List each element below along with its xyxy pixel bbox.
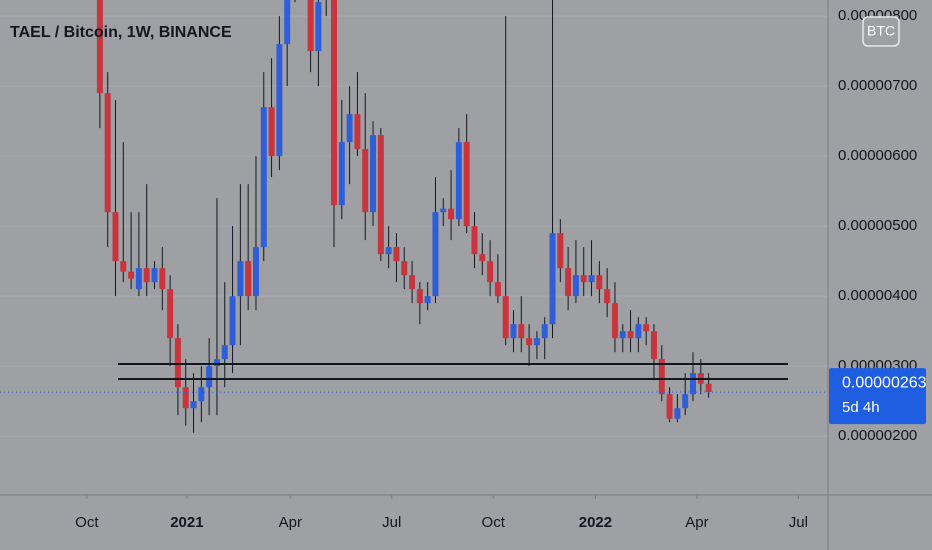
candle-body bbox=[213, 359, 220, 367]
last-price-label: 0.00000263 bbox=[842, 374, 927, 391]
candle-body bbox=[198, 387, 205, 402]
candle-body bbox=[596, 275, 603, 290]
candle-body bbox=[190, 401, 197, 409]
y-tick-label: 0.00000700 bbox=[838, 77, 917, 94]
candle-body bbox=[338, 142, 345, 206]
countdown-label: 5d 4h bbox=[842, 399, 880, 416]
candle-body bbox=[307, 0, 314, 52]
candle-body bbox=[643, 324, 650, 332]
x-tick-label: Apr bbox=[279, 514, 302, 531]
y-tick-label: 0.00000400 bbox=[838, 287, 917, 304]
candle-body bbox=[682, 394, 689, 409]
axes: 0.000002000.000003000.000004000.00000500… bbox=[75, 7, 917, 531]
candle-body bbox=[541, 324, 548, 339]
x-tick-label: Oct bbox=[482, 514, 506, 531]
candle-body bbox=[206, 366, 213, 388]
candle-body bbox=[526, 338, 533, 346]
candle-body bbox=[627, 331, 634, 339]
candle-body bbox=[510, 324, 517, 339]
y-tick-label: 0.00000500 bbox=[838, 217, 917, 234]
candle-body bbox=[705, 383, 712, 393]
candle-body bbox=[611, 303, 618, 339]
candle-body bbox=[487, 261, 494, 283]
candle-body bbox=[268, 107, 275, 157]
candle-body bbox=[96, 0, 103, 94]
x-tick-label: 2021 bbox=[170, 514, 203, 531]
candle-body bbox=[479, 254, 486, 262]
candle-body bbox=[588, 275, 595, 283]
candle-body bbox=[237, 261, 244, 297]
candle-body bbox=[167, 289, 174, 339]
candle-body bbox=[580, 275, 587, 283]
candle-body bbox=[635, 324, 642, 339]
candle-body bbox=[260, 107, 267, 248]
candle-body bbox=[284, 0, 291, 45]
candle-body bbox=[572, 275, 579, 297]
candle-body bbox=[604, 289, 611, 304]
candle-body bbox=[424, 296, 431, 304]
y-tick-label: 0.00000600 bbox=[838, 147, 917, 164]
candle-body bbox=[494, 282, 501, 297]
grid bbox=[0, 15, 828, 437]
candle-body bbox=[104, 93, 111, 213]
candle-body bbox=[448, 208, 455, 220]
candle-body bbox=[354, 114, 361, 150]
candle-body bbox=[315, 2, 322, 52]
candle-body bbox=[120, 261, 127, 272]
currency-badge-label: BTC bbox=[867, 23, 895, 39]
candles bbox=[96, 0, 712, 433]
candle-body bbox=[128, 271, 135, 279]
candle-body bbox=[112, 212, 119, 262]
candle-body bbox=[252, 247, 259, 297]
candle-body bbox=[565, 268, 572, 297]
candle-body bbox=[393, 247, 400, 262]
candle-body bbox=[619, 331, 626, 339]
x-tick-label: Oct bbox=[75, 514, 99, 531]
candle-body bbox=[557, 233, 564, 269]
candle-body bbox=[385, 247, 392, 255]
candle-body bbox=[159, 268, 166, 290]
candle-body bbox=[331, 0, 338, 206]
candle-body bbox=[221, 345, 228, 360]
candle-body bbox=[471, 226, 478, 255]
x-tick-label: Jul bbox=[789, 514, 808, 531]
candle-body bbox=[689, 373, 696, 395]
candle-body bbox=[143, 268, 150, 283]
candle-body bbox=[377, 135, 384, 255]
x-tick-label: Jul bbox=[382, 514, 401, 531]
candle-body bbox=[346, 114, 353, 143]
candle-body bbox=[245, 261, 252, 297]
candle-body bbox=[182, 387, 189, 409]
candle-body bbox=[416, 289, 423, 304]
candle-body bbox=[151, 268, 158, 283]
candle-body bbox=[455, 142, 462, 220]
x-tick-label: 2022 bbox=[579, 514, 612, 531]
candle-body bbox=[463, 142, 470, 227]
chart-title: TAEL / Bitcoin, 1W, BINANCE bbox=[10, 24, 232, 41]
candle-body bbox=[409, 275, 416, 290]
candle-body bbox=[650, 331, 657, 360]
candle-body bbox=[276, 44, 283, 157]
candle-body bbox=[135, 268, 142, 290]
candle-body bbox=[362, 149, 369, 213]
candle-body bbox=[533, 338, 540, 346]
candle-body bbox=[229, 296, 236, 346]
candle-body bbox=[666, 394, 673, 419]
currency-badge[interactable] bbox=[862, 16, 900, 47]
candle-body bbox=[174, 338, 181, 388]
x-tick-label: Apr bbox=[685, 514, 708, 531]
candle-body bbox=[518, 324, 525, 339]
candle-body bbox=[432, 212, 439, 297]
candle-body bbox=[440, 208, 447, 213]
candle-body bbox=[549, 233, 556, 325]
candle-body bbox=[674, 408, 681, 419]
last-price-tag bbox=[829, 368, 926, 425]
candle-body bbox=[502, 296, 509, 339]
candle-body bbox=[658, 359, 665, 395]
candle-body bbox=[370, 135, 377, 213]
candle-body bbox=[401, 261, 408, 276]
y-tick-label: 0.00000200 bbox=[838, 427, 917, 444]
